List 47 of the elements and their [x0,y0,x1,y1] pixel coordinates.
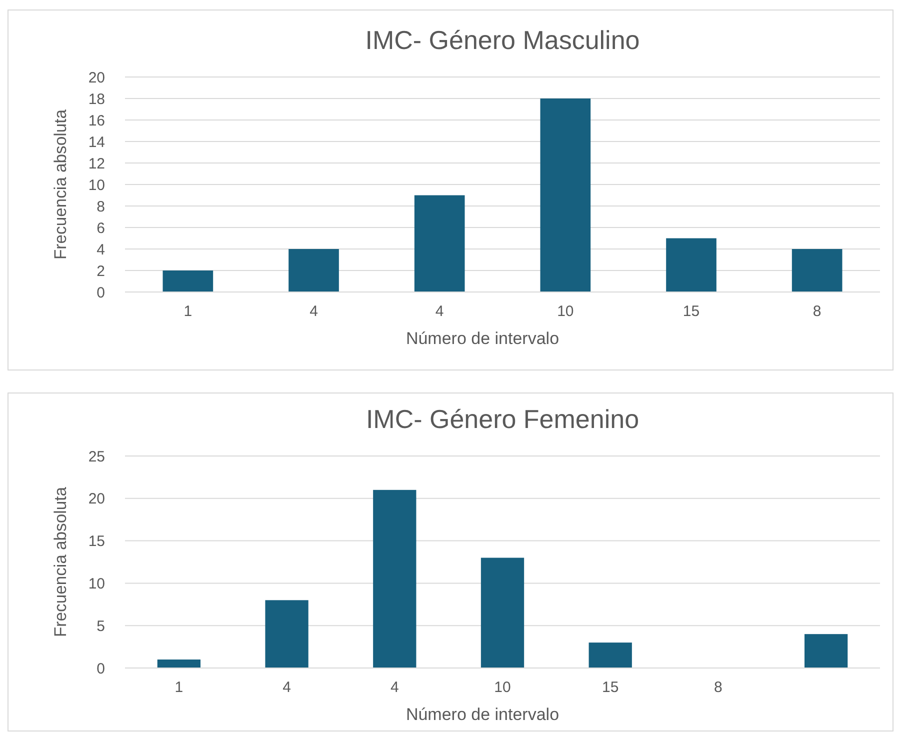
bar [373,490,416,668]
x-tick-label: 15 [602,679,619,696]
bar [288,249,339,292]
chart-title: IMC- Género Femenino [366,404,640,434]
y-axis-title: Frecuencia absoluta [51,106,70,260]
y-tick-label: 20 [88,490,105,508]
y-tick-label: 10 [88,176,105,194]
bar [265,600,308,668]
y-tick-label: 8 [96,198,105,216]
bar [540,98,591,292]
y-tick-label: 12 [88,155,105,172]
bar [414,195,465,292]
x-tick-label: 15 [682,303,700,320]
y-tick-label: 18 [88,90,105,108]
bar [162,270,214,292]
x-tick-label: 4 [390,679,399,696]
x-tick-label: 4 [435,303,444,320]
y-tick-label: 0 [96,660,105,678]
x-tick-label: 10 [494,679,511,696]
y-tick-label: 16 [88,112,105,130]
y-tick-label: 5 [96,618,105,635]
bar [666,238,716,292]
x-axis-title: Número de intervalo [406,705,560,724]
x-tick-label: 4 [282,679,291,696]
y-tick-label: 25 [88,448,105,466]
y-axis-title: Frecuencia absoluta [51,484,70,637]
x-tick-label: 1 [184,303,192,320]
x-tick-label: 8 [812,303,822,320]
bar [792,249,842,292]
x-axis-title: Número de intervalo [406,329,560,348]
y-tick-label: 14 [88,134,105,151]
bar [480,558,524,668]
bar [804,634,848,668]
y-tick-label: 10 [88,575,105,592]
x-tick-label: 8 [714,679,722,696]
y-tick-label: 4 [96,241,105,258]
x-tick-label: 4 [310,303,318,320]
y-tick-label: 0 [96,284,105,302]
x-tick-label: 1 [174,679,184,696]
y-tick-label: 15 [88,533,105,550]
bar [588,642,632,668]
y-tick-label: 2 [96,262,105,280]
chart-title: IMC- Género Masculino [365,25,640,55]
y-tick-label: 20 [88,69,105,86]
bar [157,660,200,668]
y-tick-label: 6 [96,220,105,237]
x-tick-label: 10 [557,303,574,320]
